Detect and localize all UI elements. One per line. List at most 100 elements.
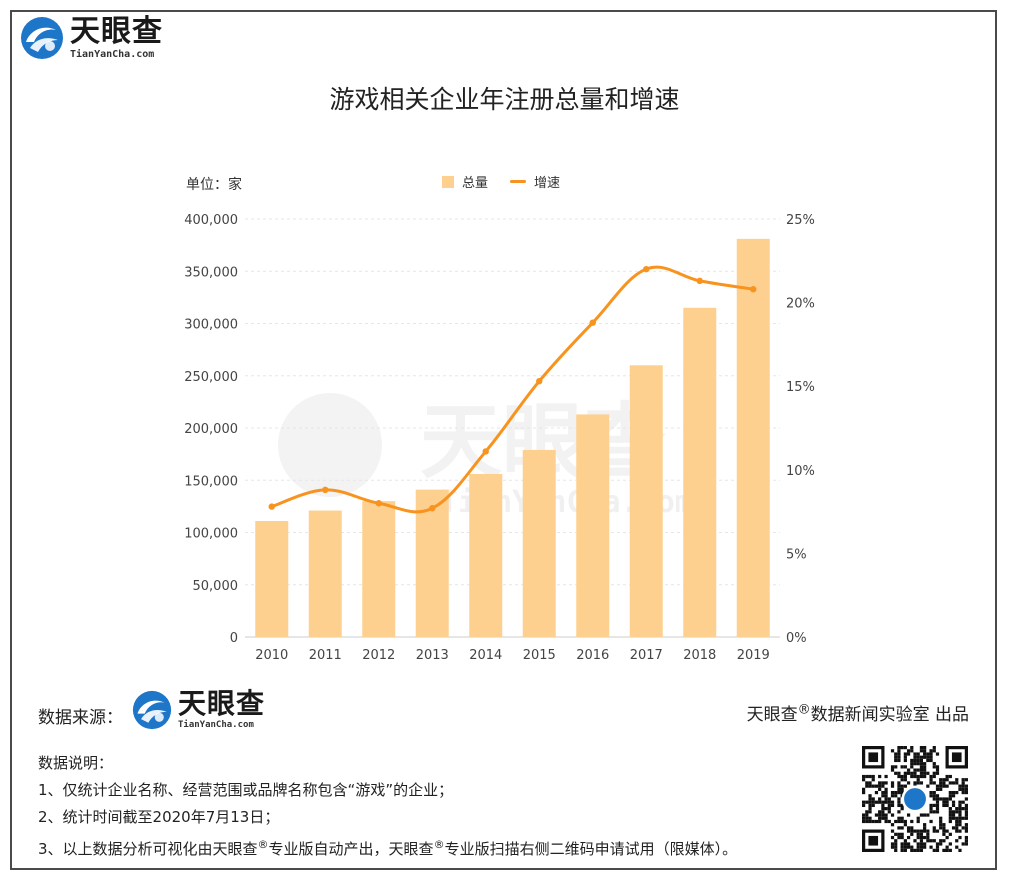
qr-module	[951, 781, 956, 785]
qr-module	[894, 842, 898, 846]
qr-module	[935, 800, 940, 804]
x-tick-label: 2017	[630, 648, 663, 663]
qr-module	[862, 819, 866, 824]
qr-module	[913, 758, 917, 763]
qr-module	[926, 755, 930, 759]
qr-module	[939, 784, 943, 788]
qr-module	[884, 819, 888, 824]
qr-module	[881, 813, 885, 817]
y-right-tick-label: 0%	[786, 631, 807, 646]
qr-module	[945, 778, 949, 782]
qr-module	[919, 832, 924, 836]
qr-module	[910, 829, 914, 833]
qr-module	[884, 781, 888, 785]
qr-module	[910, 765, 914, 769]
qr-module	[929, 810, 933, 814]
qr-module	[926, 784, 930, 788]
qr-module	[958, 800, 962, 804]
qr-module	[878, 781, 882, 785]
qr-module	[890, 790, 895, 795]
bar	[415, 489, 449, 637]
qr-module	[955, 781, 959, 785]
qr-module	[900, 787, 904, 791]
growth-point	[375, 500, 382, 507]
qr-module	[878, 819, 882, 824]
qr-module	[935, 768, 940, 772]
y-right-tick-label: 25%	[786, 213, 815, 228]
y-left-tick-label: 0	[230, 631, 238, 646]
qr-module	[964, 803, 968, 808]
qr-module	[964, 807, 968, 811]
growth-point	[643, 265, 650, 273]
qr-module	[874, 800, 879, 804]
qr-module	[897, 835, 901, 840]
qr-module	[919, 774, 924, 779]
qr-module	[903, 774, 907, 779]
qr-module	[913, 839, 917, 843]
qr-module	[948, 797, 952, 801]
qr-module	[945, 829, 949, 833]
qr-module	[955, 790, 959, 795]
qr-module	[890, 813, 895, 817]
qr-module	[916, 752, 920, 756]
qr-module	[961, 807, 965, 811]
qr-module	[913, 774, 917, 779]
qr-module	[945, 835, 949, 840]
qr-module	[951, 816, 956, 820]
qr-module	[945, 800, 949, 804]
qr-module	[910, 758, 914, 763]
y-right-tick-label: 20%	[786, 297, 815, 312]
qr-module	[890, 800, 895, 804]
qr-module	[919, 781, 924, 785]
qr-module	[913, 771, 917, 775]
y-left-tick-label: 300,000	[184, 318, 238, 333]
qr-module	[932, 803, 936, 808]
qr-module	[935, 803, 940, 808]
qr-module	[916, 842, 920, 846]
qr-module	[923, 765, 927, 769]
qr-module	[929, 819, 933, 824]
qr-module	[906, 768, 911, 772]
brand-name-en: TianYanCha.com	[70, 48, 155, 60]
qr-module	[964, 839, 968, 843]
qr-module	[929, 758, 933, 763]
qr-module	[945, 845, 949, 849]
qr-module	[926, 829, 930, 833]
qr-module	[951, 803, 956, 808]
qr-module	[945, 848, 949, 852]
y-left-tick-label: 250,000	[184, 370, 238, 385]
qr-module	[948, 813, 952, 817]
qr-module	[913, 848, 917, 852]
qr-module	[935, 784, 940, 788]
growth-line	[270, 265, 755, 514]
qr-module	[871, 819, 875, 824]
notes-title: 数据说明：	[38, 754, 114, 772]
qr-module	[890, 768, 895, 772]
qr-module	[919, 835, 924, 840]
qr-module	[910, 845, 914, 849]
qr-module	[958, 816, 962, 820]
qr-module	[900, 746, 904, 750]
qr-module	[929, 774, 933, 779]
qr-module	[932, 829, 936, 833]
qr-module	[900, 842, 904, 846]
qr-module	[919, 839, 924, 843]
tianyancha-logo-icon	[132, 690, 172, 730]
qr-module	[884, 807, 888, 811]
qr-module	[926, 813, 930, 817]
qr-module	[926, 758, 930, 763]
qr-module	[939, 819, 943, 824]
bar	[469, 473, 503, 637]
qr-module	[897, 816, 901, 820]
qr-module	[910, 848, 914, 852]
legend-label-growth: 增速	[534, 176, 561, 191]
qr-module	[894, 794, 898, 798]
qr-module	[916, 832, 920, 836]
qr-module	[916, 819, 920, 824]
bar-series	[255, 238, 770, 638]
qr-module	[897, 749, 901, 753]
qr-module	[906, 752, 911, 756]
brand-name-en: TianYanCha.com	[178, 720, 254, 730]
brand-name-cn: 天眼查	[178, 687, 266, 720]
registered-mark: ®	[257, 838, 269, 851]
